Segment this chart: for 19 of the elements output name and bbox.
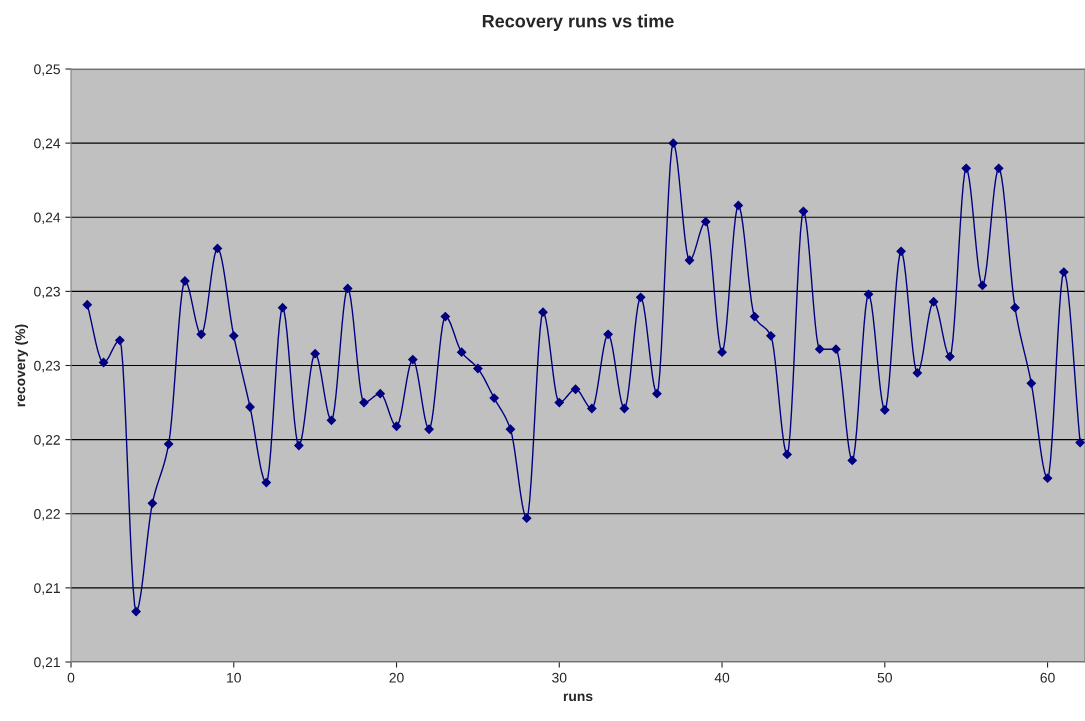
x-tick-label: 10 [227, 672, 241, 683]
x-tick-label: 60 [1040, 672, 1055, 683]
y-tick-label: 0,25 [34, 64, 60, 76]
y-tick-label: 0,22 [34, 434, 60, 447]
x-tick-label: 30 [552, 672, 567, 683]
y-tick-label: 0,21 [34, 657, 60, 669]
y-tick-label: 0,21 [34, 583, 60, 595]
chart-title: Recovery runs vs time [482, 14, 674, 32]
y-tick-label: 0,24 [34, 212, 61, 225]
y-tick-label: 0,23 [34, 360, 60, 373]
y-tick-label: 0,24 [34, 138, 61, 150]
x-axis-title: runs [563, 693, 593, 702]
x-tick-label: 40 [714, 672, 730, 683]
y-tick-label: 0,23 [34, 286, 60, 299]
y-tick-label: 0,22 [34, 509, 60, 521]
y-axis-title: recovery (%) [15, 324, 28, 407]
x-tick-label: 50 [877, 672, 892, 683]
x-tick-label: 0 [67, 672, 75, 683]
x-tick-label: 20 [389, 672, 404, 683]
